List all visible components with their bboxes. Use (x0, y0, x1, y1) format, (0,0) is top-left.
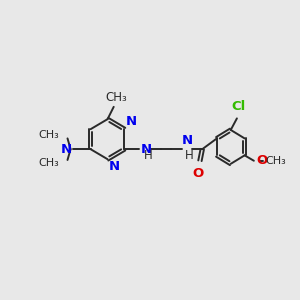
Text: H: H (144, 149, 152, 162)
Text: N: N (182, 134, 193, 147)
Text: N: N (125, 116, 136, 128)
Text: CH₃: CH₃ (266, 156, 286, 166)
Text: N: N (108, 160, 119, 173)
Text: N: N (61, 143, 72, 156)
Text: CH₃: CH₃ (38, 158, 59, 168)
Text: Cl: Cl (231, 100, 246, 113)
Text: H: H (184, 149, 193, 162)
Text: CH₃: CH₃ (105, 91, 127, 104)
Text: CH₃: CH₃ (38, 130, 59, 140)
Text: N: N (141, 143, 152, 156)
Text: O: O (193, 167, 204, 180)
Text: O: O (256, 154, 267, 167)
